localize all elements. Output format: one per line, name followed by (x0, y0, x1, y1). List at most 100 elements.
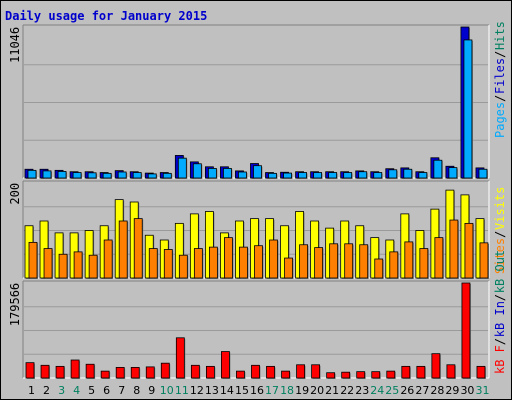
hits-panel-y-max-label: 11046 (8, 27, 22, 63)
x-tick-label-day-27: 27 (415, 384, 429, 397)
x-tick-label-day-5: 5 (88, 384, 95, 397)
x-tick-label-day-22: 22 (340, 384, 354, 397)
hits-panel-legend-separator: / (493, 95, 507, 102)
files-bar (117, 171, 127, 179)
x-tick-label-day-23: 23 (355, 384, 369, 397)
files-bar (328, 172, 338, 179)
files-bar (463, 39, 473, 179)
x-tick-label-day-16: 16 (250, 384, 264, 397)
visits-panel-y-max-label: 200 (8, 183, 22, 205)
kbytes-bar (281, 370, 290, 379)
kbytes-bar (85, 363, 95, 379)
kbytes-bar (130, 367, 140, 379)
x-tick-label-day-17: 17 (265, 384, 279, 397)
kbytes-bar (266, 365, 275, 379)
sites-bar (254, 245, 263, 279)
kbytes-panel (23, 281, 489, 378)
kbytes-bar (416, 365, 426, 379)
hits-panel-legend-hits: Hits (493, 21, 507, 50)
x-tick-label-day-14: 14 (220, 384, 234, 397)
visits-panel-legend-sites: Sites (493, 238, 507, 274)
files-bar (313, 172, 323, 179)
files-bar (298, 172, 307, 179)
kbytes-bar (461, 282, 471, 379)
files-bar (478, 168, 488, 179)
x-tick-label-day-19: 19 (295, 384, 309, 397)
files-bar (448, 167, 458, 179)
x-tick-label-day-7: 7 (118, 384, 125, 397)
kbytes-bar (40, 364, 50, 379)
files-bar (268, 172, 277, 179)
sites-bar (193, 248, 203, 279)
x-tick-label-day-25: 25 (385, 384, 399, 397)
kbytes-panel-y-max-label: 179566 (8, 283, 22, 326)
sites-bar (404, 241, 414, 279)
files-bar (253, 165, 262, 179)
hits-panel-legend-separator: / (493, 51, 507, 58)
sites-bar (163, 249, 173, 279)
files-bar (177, 157, 187, 179)
kbytes-bar (221, 351, 230, 379)
kbytes-bar (356, 371, 366, 379)
files-bar (132, 172, 142, 179)
sites-bar (224, 237, 233, 279)
x-tick-label-day-11: 11 (175, 384, 189, 397)
x-tick-label-day-4: 4 (73, 384, 80, 397)
sites-bar (208, 246, 218, 279)
kbytes-bar (476, 365, 486, 379)
sites-bar (88, 254, 98, 279)
files-bar (373, 172, 383, 179)
sites-bar (434, 237, 444, 279)
sites-bar (479, 242, 489, 279)
files-bar (238, 171, 247, 179)
x-tick-label-day-6: 6 (103, 384, 110, 397)
kbytes-bar (311, 364, 321, 379)
sites-bar (133, 218, 143, 279)
x-tick-label-day-13: 13 (205, 384, 219, 397)
x-tick-label-day-26: 26 (400, 384, 414, 397)
sites-bar (73, 251, 83, 279)
kbytes-bar (160, 362, 170, 379)
kbytes-bar (401, 365, 411, 379)
sites-bar (359, 244, 369, 279)
chart-title: Daily usage for January 2015 (5, 9, 208, 23)
files-bar (388, 169, 398, 179)
sites-bar (419, 248, 429, 279)
sites-bar (148, 248, 158, 279)
kbytes-panel-legend-kb-in: kB In (493, 301, 507, 337)
x-tick-label-day-31: 31 (475, 384, 489, 397)
files-bar (162, 172, 172, 179)
hits-panel (23, 25, 489, 178)
x-tick-label-day-30: 30 (460, 384, 474, 397)
kbytes-bar (326, 372, 336, 379)
kbytes-bar (115, 367, 125, 379)
x-tick-label-day-2: 2 (43, 384, 50, 397)
kbytes-panel-legend-separator: / (493, 294, 507, 301)
kbytes-bar (446, 364, 456, 379)
sites-bar (314, 247, 324, 279)
kbytes-panel-legend-separator: / (493, 338, 507, 345)
files-bar (207, 168, 217, 179)
kbytes-bar (386, 370, 396, 379)
sites-bar (28, 241, 38, 279)
sites-bar (239, 246, 248, 279)
x-tick-label-day-3: 3 (58, 384, 65, 397)
x-tick-label-day-10: 10 (160, 384, 174, 397)
x-tick-label-day-1: 1 (28, 384, 35, 397)
kbytes-bar (25, 362, 35, 379)
kbytes-panel-legend-kb-out: kB Out (493, 250, 507, 293)
sites-bar (299, 244, 308, 279)
sites-bar (389, 251, 399, 279)
kbytes-bar (251, 364, 260, 379)
sites-bar (449, 219, 459, 279)
files-bar (102, 172, 112, 179)
sites-bar (58, 253, 68, 279)
kbytes-bar (70, 359, 80, 379)
sites-bar (329, 243, 339, 279)
x-tick-label-day-21: 21 (325, 384, 339, 397)
kbytes-bar (431, 353, 441, 379)
sites-bar (178, 254, 188, 279)
x-tick-label-day-24: 24 (370, 384, 384, 397)
